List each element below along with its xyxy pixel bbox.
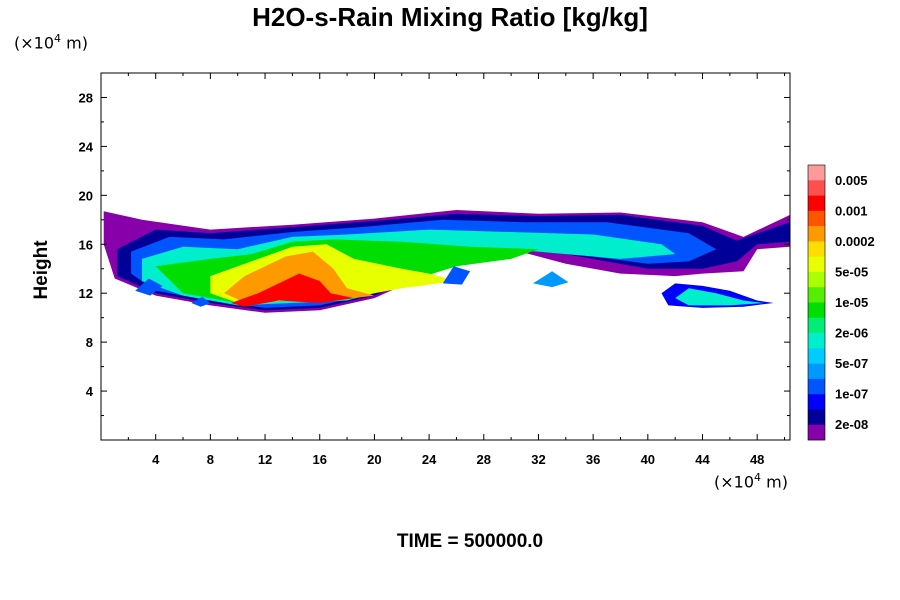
x-tick-label-8: 8 <box>207 452 214 467</box>
colorbar-swatch-8 <box>808 287 825 303</box>
colorbar-swatch-12 <box>808 348 825 364</box>
y-unit-prefix: (×10 <box>14 33 55 53</box>
colorbar-label-4: 1e-05 <box>835 295 868 310</box>
contour-region-12 <box>675 288 764 306</box>
y-tick-label-24: 24 <box>79 139 94 154</box>
x-unit-exponent: 4 <box>754 471 762 484</box>
colorbar-swatch-5 <box>808 241 825 257</box>
y-unit-suffix: m) <box>61 33 88 53</box>
contour-region-8 <box>442 266 471 285</box>
colorbar-swatch-15 <box>808 394 825 410</box>
x-tick-label-4: 4 <box>152 452 160 467</box>
x-tick-label-40: 40 <box>641 452 655 467</box>
x-axis-unit: (×104 m) <box>714 471 788 491</box>
plot-frame <box>100 72 791 441</box>
y-unit-exponent: 4 <box>54 32 62 45</box>
colorbar-swatch-4 <box>808 226 825 242</box>
colorbar-swatch-9 <box>808 302 825 319</box>
colorbar-frame <box>807 164 826 441</box>
y-tick-label-28: 28 <box>79 90 93 105</box>
colorbar-label-1: 0.001 <box>835 203 868 218</box>
y-axis-unit: (×104 m) <box>14 32 88 52</box>
x-axis: 4 8 12 16 20 24 28 32 36 40 44 48 <box>127 73 786 467</box>
x-tick-label-32: 32 <box>531 452 545 467</box>
colorbar-swatch-1 <box>808 180 825 196</box>
contour-field <box>103 210 790 313</box>
colorbar-swatch-17 <box>808 424 825 441</box>
colorbar-swatch-7 <box>808 271 825 288</box>
x-tick-label-36: 36 <box>586 452 600 467</box>
colorbar-swatch-3 <box>808 210 825 227</box>
colorbar-swatch-16 <box>808 409 825 426</box>
contour-region-9 <box>135 278 163 296</box>
colorbar-label-8: 2e-08 <box>835 417 868 432</box>
colorbar-label-7: 1e-07 <box>835 387 868 402</box>
y-axis: 4 8 12 16 20 24 28 <box>79 90 790 417</box>
y-tick-label-4: 4 <box>86 384 94 399</box>
y-tick-label-8: 8 <box>86 335 93 350</box>
colorbar-swatch-2 <box>808 195 825 212</box>
x-unit-suffix: m) <box>761 472 788 492</box>
x-tick-label-20: 20 <box>367 452 381 467</box>
colorbar-swatch-6 <box>808 256 825 273</box>
contour-region-13 <box>191 296 211 307</box>
x-tick-label-24: 24 <box>422 452 437 467</box>
colorbar-label-2: 0.0002 <box>835 234 875 249</box>
x-tick-label-12: 12 <box>258 452 272 467</box>
contour-region-10 <box>533 271 569 288</box>
x-tick-label-28: 28 <box>477 452 491 467</box>
colorbar-swatch-10 <box>808 317 825 334</box>
time-label: TIME = 500000.0 <box>396 531 544 552</box>
colorbar-swatch-13 <box>808 363 825 380</box>
colorbar-label-3: 5e-05 <box>835 264 868 279</box>
colorbar: 0.005 0.001 0.0002 5e-05 1e-05 2e-06 5e-07 1e-0… <box>807 164 875 441</box>
colorbar-label-6: 5e-07 <box>835 356 868 371</box>
x-tick-label-48: 48 <box>750 452 764 467</box>
colorbar-swatch-0 <box>808 165 825 181</box>
y-tick-label-12: 12 <box>79 286 93 301</box>
y-tick-label-16: 16 <box>79 237 93 252</box>
x-tick-label-16: 16 <box>312 452 326 467</box>
contour-region-7 <box>230 273 354 307</box>
colorbar-swatch-14 <box>808 378 825 395</box>
colorbar-label-5: 2e-06 <box>835 326 868 341</box>
x-tick-label-44: 44 <box>695 452 710 467</box>
colorbar-label-0: 0.005 <box>835 173 868 188</box>
y-tick-label-20: 20 <box>79 188 93 203</box>
x-unit-prefix: (×10 <box>714 472 755 492</box>
chart-title: H2O-s-Rain Mixing Ratio [kg/kg] <box>252 2 648 32</box>
colorbar-swatch-11 <box>808 333 825 349</box>
